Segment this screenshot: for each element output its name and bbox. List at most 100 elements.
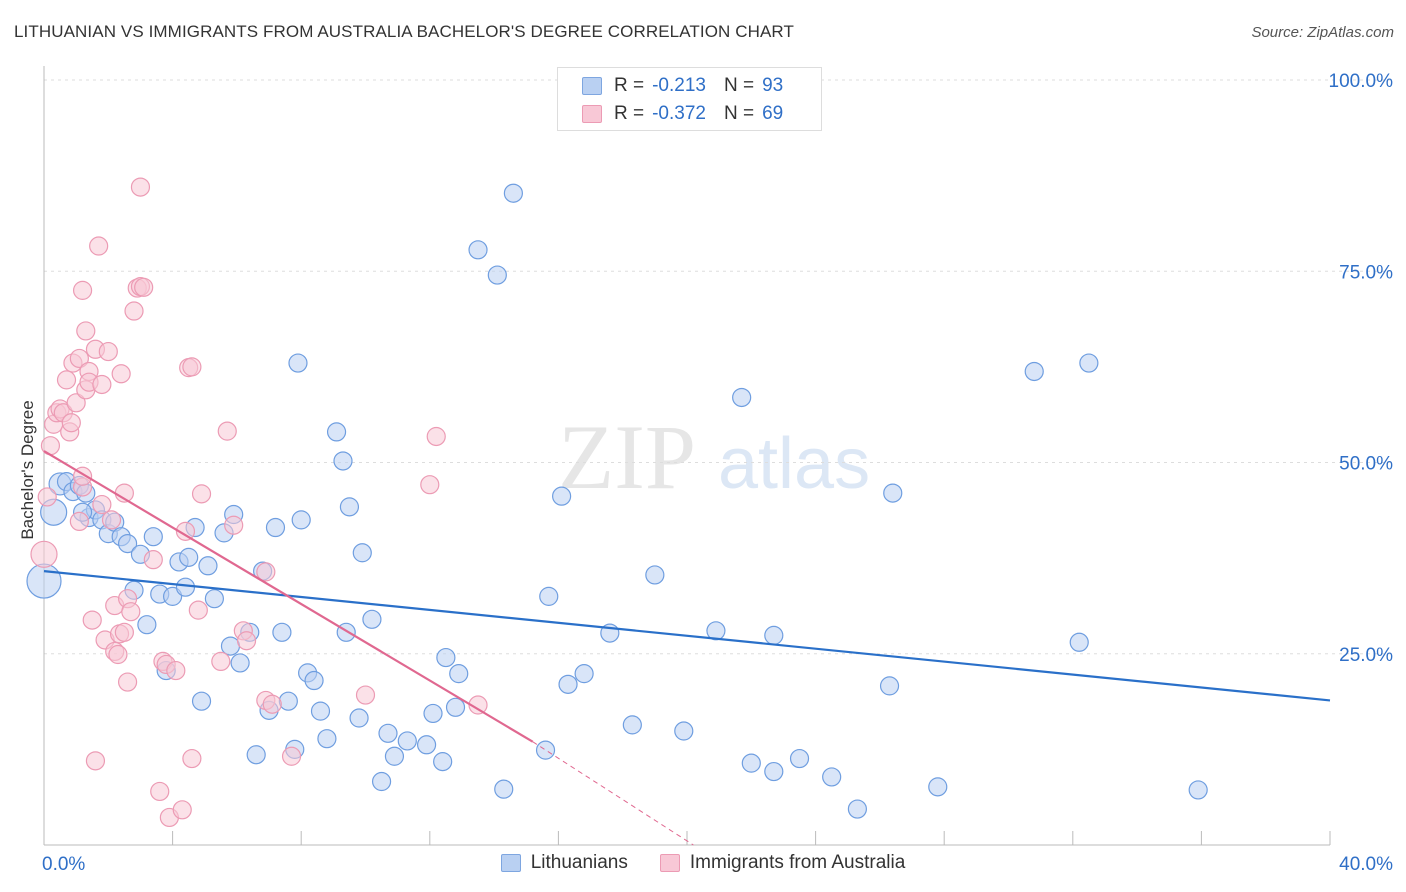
lithuanian-point-66 — [503, 183, 523, 203]
australia-point-13 — [69, 511, 89, 532]
lithuanian-point-16 — [137, 615, 157, 635]
legend-row-lithuanians: R = -0.213 N = 93 — [582, 74, 783, 98]
lithuanian-point-36 — [265, 517, 286, 538]
australia-point-56 — [188, 600, 208, 620]
australia-point-63 — [256, 562, 276, 582]
lithuanian-point-61 — [445, 697, 466, 717]
lithuanian-point-41 — [291, 510, 311, 530]
legend-swatch-pink — [582, 105, 602, 123]
lithuanian-point-85 — [883, 483, 903, 503]
lithuanian-point-50 — [349, 708, 369, 728]
australia-point-62 — [236, 631, 257, 651]
lithuanian-point-31 — [230, 653, 250, 673]
trend-line-immigrants-australia — [43, 450, 534, 743]
australia-point-32 — [108, 644, 128, 665]
lithuanian-point-43 — [304, 670, 324, 691]
legend-item-lithuanians: Lithuanians — [500, 852, 628, 874]
australia-point-68 — [420, 475, 440, 495]
australia-point-1 — [37, 487, 57, 507]
lithuanian-point-65 — [494, 779, 514, 799]
australia-point-43 — [130, 177, 151, 197]
lithuanian-point-88 — [1069, 632, 1089, 652]
y-tick-label-1: 50.0% — [1339, 454, 1393, 475]
lithuanian-point-33 — [246, 745, 266, 765]
australia-point-59 — [217, 421, 237, 441]
lithuanian-point-73 — [622, 715, 642, 735]
australia-point-52 — [175, 521, 196, 541]
australia-point-39 — [121, 602, 141, 622]
lithuanian-point-64 — [487, 265, 507, 285]
lithuanian-point-55 — [384, 746, 405, 766]
y-tick-label-0: 25.0% — [1339, 645, 1393, 666]
australia-point-44 — [134, 277, 154, 297]
lithuanian-point-49 — [339, 497, 360, 517]
lithuanian-point-13 — [117, 533, 138, 554]
legend-r-label: R = — [614, 103, 645, 124]
legend-n-label: N = — [723, 75, 755, 96]
x-tick-label-min: 0.0% — [42, 854, 85, 875]
australia-point-24 — [89, 236, 109, 256]
lithuanian-point-47 — [333, 451, 353, 471]
lithuanian-point-54 — [378, 723, 398, 743]
australia-point-16 — [72, 280, 93, 300]
australia-point-55 — [182, 748, 202, 769]
x-tick-label-max: 40.0% — [1339, 854, 1393, 875]
trend-line-lithuanians — [43, 570, 1331, 702]
australia-point-38 — [117, 672, 138, 692]
lithuanian-point-86 — [928, 777, 948, 797]
lithuanian-point-52 — [362, 609, 382, 629]
trend-line-extension-immigrants-australia — [532, 741, 694, 846]
legend-label-lithuanians: Lithuanians — [530, 852, 628, 873]
lithuanian-point-46 — [326, 422, 347, 442]
lithuanian-point-74 — [645, 565, 665, 585]
lithuanian-point-29 — [220, 636, 241, 656]
lithuanian-point-45 — [317, 729, 337, 749]
lithuanian-point-51 — [352, 543, 372, 563]
y-tick-label-2: 75.0% — [1339, 262, 1393, 283]
source-label: Source: ZipAtlas.com — [1251, 24, 1394, 41]
watermark: ZIP atlas — [558, 406, 870, 508]
axes — [43, 66, 1331, 846]
lithuanian-point-77 — [732, 387, 752, 408]
y-tick-labels: 25.0% 50.0% 75.0% 100.0% — [1329, 71, 1394, 666]
australia-point-50 — [166, 660, 186, 681]
x-tick-labels: 0.0% 40.0% — [42, 854, 1393, 875]
australia-point-21 — [82, 610, 102, 630]
australia-point-45 — [143, 550, 163, 570]
australia-point-60 — [224, 515, 244, 535]
australia-point-0 — [30, 540, 58, 568]
legend-n-value: 93 — [762, 75, 784, 96]
australia-point-25 — [92, 494, 112, 515]
australia-point-28 — [98, 341, 118, 362]
lithuanian-point-69 — [552, 486, 572, 506]
lithuanian-point-26 — [198, 556, 218, 576]
lithuanian-point-70 — [558, 674, 578, 694]
trend-lines — [43, 450, 1331, 846]
lithuanian-point-89 — [1079, 353, 1099, 373]
australia-point-12 — [69, 348, 89, 369]
australia-point-9 — [61, 413, 81, 433]
australia-point-29 — [101, 510, 122, 530]
australia-point-66 — [281, 746, 302, 766]
legend-swatch-pink — [659, 854, 680, 872]
lithuanian-point-53 — [371, 771, 392, 792]
lithuanian-point-81 — [789, 748, 810, 769]
watermark-atlas: atlas — [718, 424, 870, 504]
australia-point-7 — [56, 370, 77, 390]
australia-point-54 — [182, 357, 202, 377]
lithuanian-point-38 — [278, 691, 298, 711]
lithuanian-point-56 — [397, 731, 417, 751]
legend-swatch-blue — [500, 854, 521, 872]
lithuanian-point-79 — [764, 625, 784, 645]
watermark-zip: ZIP — [558, 406, 696, 508]
series-legend: Lithuanians Immigrants from Australia — [0, 852, 1406, 874]
lithuanian-point-63 — [468, 240, 488, 260]
legend-r-label: R = — [614, 75, 645, 96]
lithuanian-point-44 — [310, 701, 331, 721]
lithuanian-point-75 — [674, 721, 694, 741]
legend-row-immigrants-australia: R = -0.372 N = 69 — [582, 102, 783, 126]
australia-point-67 — [355, 685, 376, 705]
australia-point-57 — [191, 484, 212, 504]
legend-n-value: 69 — [762, 103, 784, 124]
